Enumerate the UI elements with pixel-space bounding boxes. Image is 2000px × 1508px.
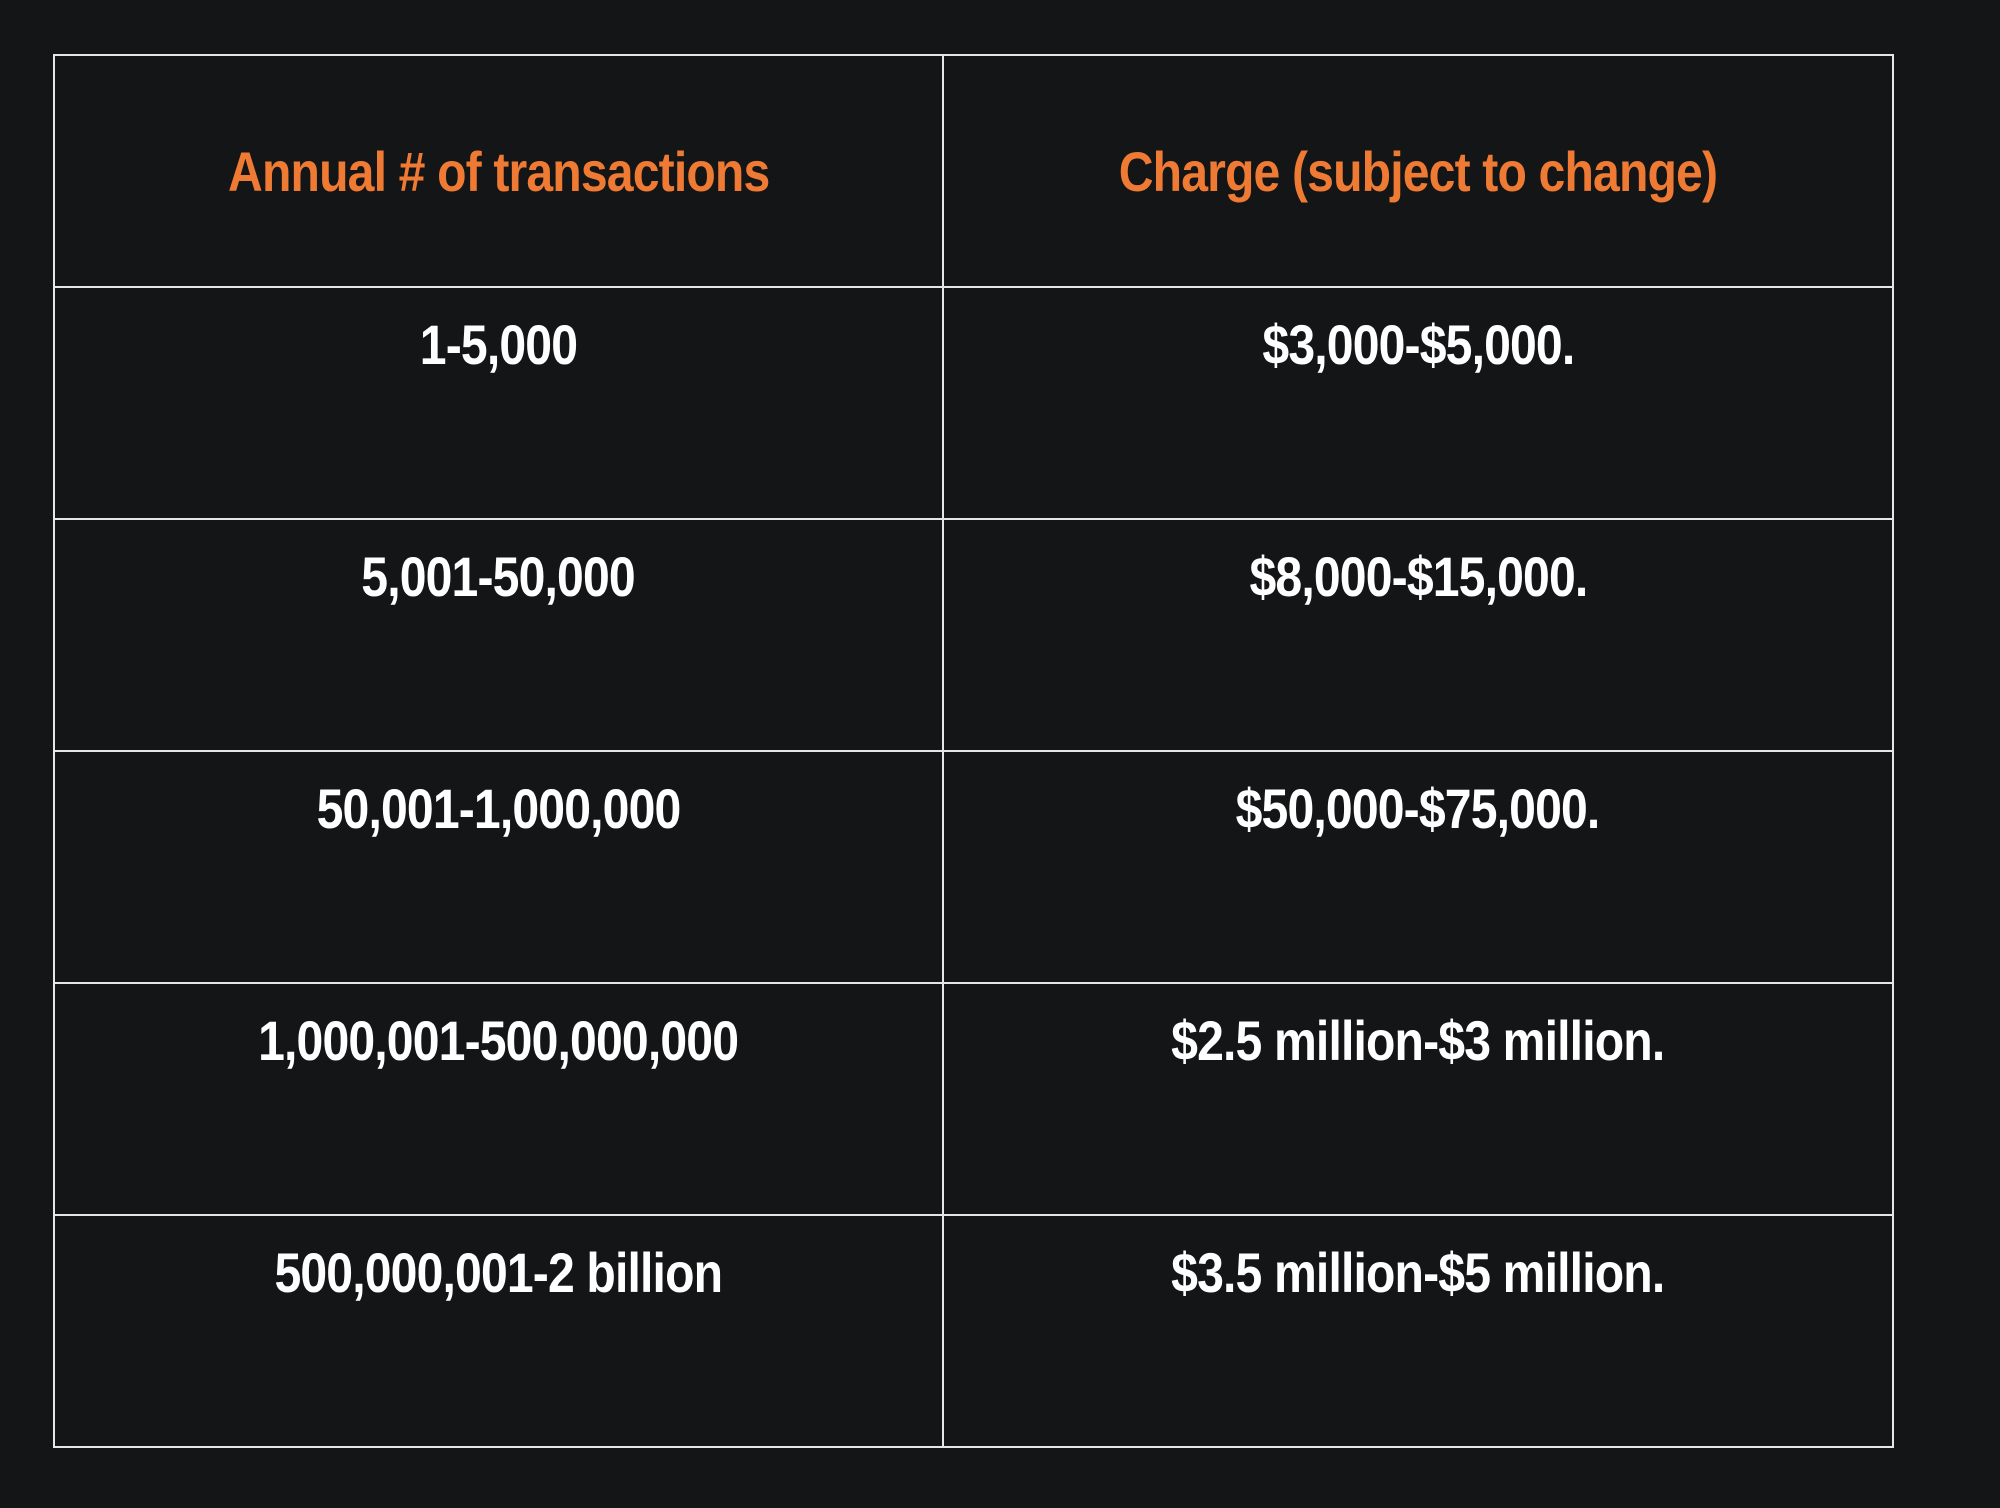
cell-transactions: 1,000,001-500,000,000 xyxy=(53,982,944,1216)
table-row: 5,001-50,000 $8,000-$15,000. xyxy=(53,518,1894,752)
transactions-value: 50,001-1,000,000 xyxy=(316,777,682,840)
header-transactions-label: Annual # of transactions xyxy=(227,139,770,203)
table-row: 50,001-1,000,000 $50,000-$75,000. xyxy=(53,750,1894,984)
cell-charge: $50,000-$75,000. xyxy=(942,750,1894,984)
transactions-value: 5,001-50,000 xyxy=(361,545,636,608)
cell-transactions: 500,000,001-2 billion xyxy=(53,1214,944,1448)
charge-value: $2.5 million-$3 million. xyxy=(1171,1009,1665,1072)
table-row: 1,000,001-500,000,000 $2.5 million-$3 mi… xyxy=(53,982,1894,1216)
charge-value: $3,000-$5,000. xyxy=(1262,313,1575,376)
header-charge: Charge (subject to change) xyxy=(942,54,1894,288)
charge-value: $50,000-$75,000. xyxy=(1236,777,1601,840)
transactions-value: 500,000,001-2 billion xyxy=(274,1241,724,1304)
cell-transactions: 5,001-50,000 xyxy=(53,518,944,752)
table-row: 500,000,001-2 billion $3.5 million-$5 mi… xyxy=(53,1214,1894,1448)
cell-charge: $3.5 million-$5 million. xyxy=(942,1214,1894,1448)
table-row: 1-5,000 $3,000-$5,000. xyxy=(53,286,1894,520)
cell-charge: $2.5 million-$3 million. xyxy=(942,982,1894,1216)
cell-charge: $3,000-$5,000. xyxy=(942,286,1894,520)
transactions-value: 1-5,000 xyxy=(419,313,578,376)
pricing-table: Annual # of transactions Charge (subject… xyxy=(53,54,1894,1448)
charge-value: $3.5 million-$5 million. xyxy=(1171,1241,1665,1304)
header-transactions: Annual # of transactions xyxy=(53,54,944,288)
table-header-row: Annual # of transactions Charge (subject… xyxy=(53,54,1894,288)
header-charge-label: Charge (subject to change) xyxy=(1118,139,1718,203)
cell-transactions: 50,001-1,000,000 xyxy=(53,750,944,984)
cell-charge: $8,000-$15,000. xyxy=(942,518,1894,752)
transactions-value: 1,000,001-500,000,000 xyxy=(258,1009,739,1072)
charge-value: $8,000-$15,000. xyxy=(1249,545,1588,608)
cell-transactions: 1-5,000 xyxy=(53,286,944,520)
